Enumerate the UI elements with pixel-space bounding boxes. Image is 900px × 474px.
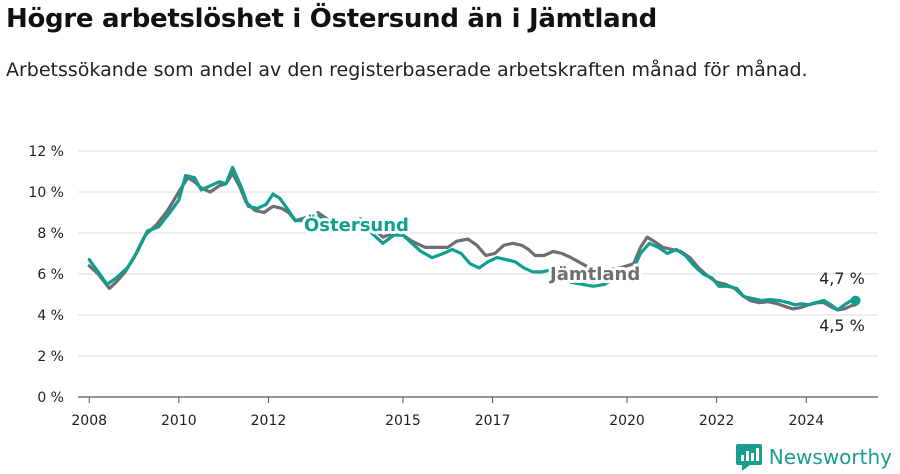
x-tick-label: 2024 bbox=[788, 413, 824, 429]
y-tick-label: 6 % bbox=[37, 267, 64, 283]
y-tick-label: 12 % bbox=[28, 144, 64, 160]
newsworthy-logo-icon bbox=[735, 444, 762, 471]
x-tick-label: 2020 bbox=[609, 413, 645, 429]
x-tick-label: 2008 bbox=[71, 413, 107, 429]
brand-logo: Newsworthy bbox=[735, 441, 892, 473]
y-tick-label: 4 % bbox=[37, 308, 64, 324]
chart-title: Högre arbetslöshet i Östersund än i Jämt… bbox=[6, 4, 657, 34]
y-tick-label: 8 % bbox=[37, 226, 64, 242]
x-tick-label: 2012 bbox=[251, 413, 287, 429]
series-line-ostersund bbox=[87, 165, 858, 312]
end-label-ostersund: 4,7 % bbox=[819, 269, 865, 288]
series-line-jamtland bbox=[87, 172, 858, 312]
series-end-point-ostersund bbox=[850, 295, 861, 306]
y-tick-label: 0 % bbox=[37, 390, 64, 406]
end-label-jamtland: 4,5 % bbox=[819, 316, 865, 335]
chart-subtitle: Arbetssökande som andel av den registerb… bbox=[6, 59, 808, 81]
x-tick-label: 2010 bbox=[161, 413, 197, 429]
x-tick-label: 2017 bbox=[475, 413, 511, 429]
y-tick-label: 10 % bbox=[28, 185, 64, 201]
x-tick-label: 2015 bbox=[385, 413, 421, 429]
series-label-jamtland: Jämtland bbox=[548, 264, 640, 285]
brand-name: Newsworthy bbox=[768, 445, 892, 469]
y-tick-label: 2 % bbox=[37, 349, 64, 365]
x-tick-label: 2022 bbox=[699, 413, 735, 429]
series-label-ostersund: Östersund bbox=[304, 214, 409, 236]
